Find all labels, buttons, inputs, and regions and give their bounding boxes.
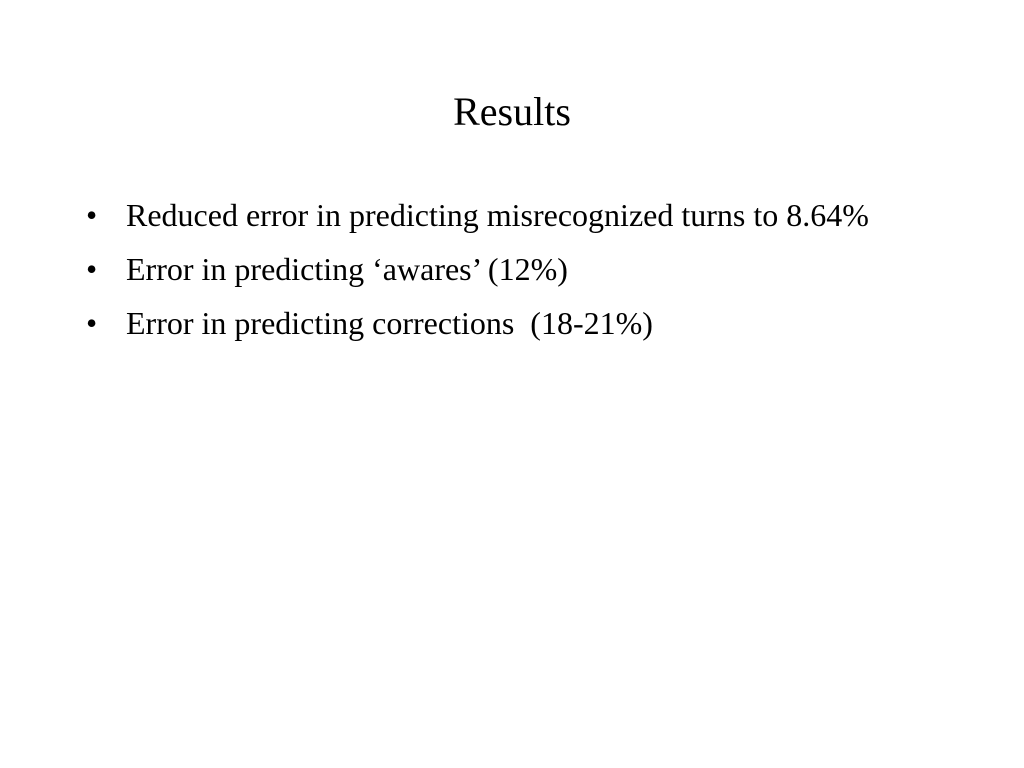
bullet: Error in predicting ‘awares’ (12%) bbox=[86, 250, 956, 289]
bullet: Error in predicting corrections (18-21%) bbox=[86, 304, 956, 343]
bullet: Reduced error in predicting misrecognize… bbox=[86, 196, 956, 235]
slide-title: Results bbox=[453, 89, 571, 134]
bullet-list: Reduced error in predicting misrecognize… bbox=[86, 196, 956, 358]
